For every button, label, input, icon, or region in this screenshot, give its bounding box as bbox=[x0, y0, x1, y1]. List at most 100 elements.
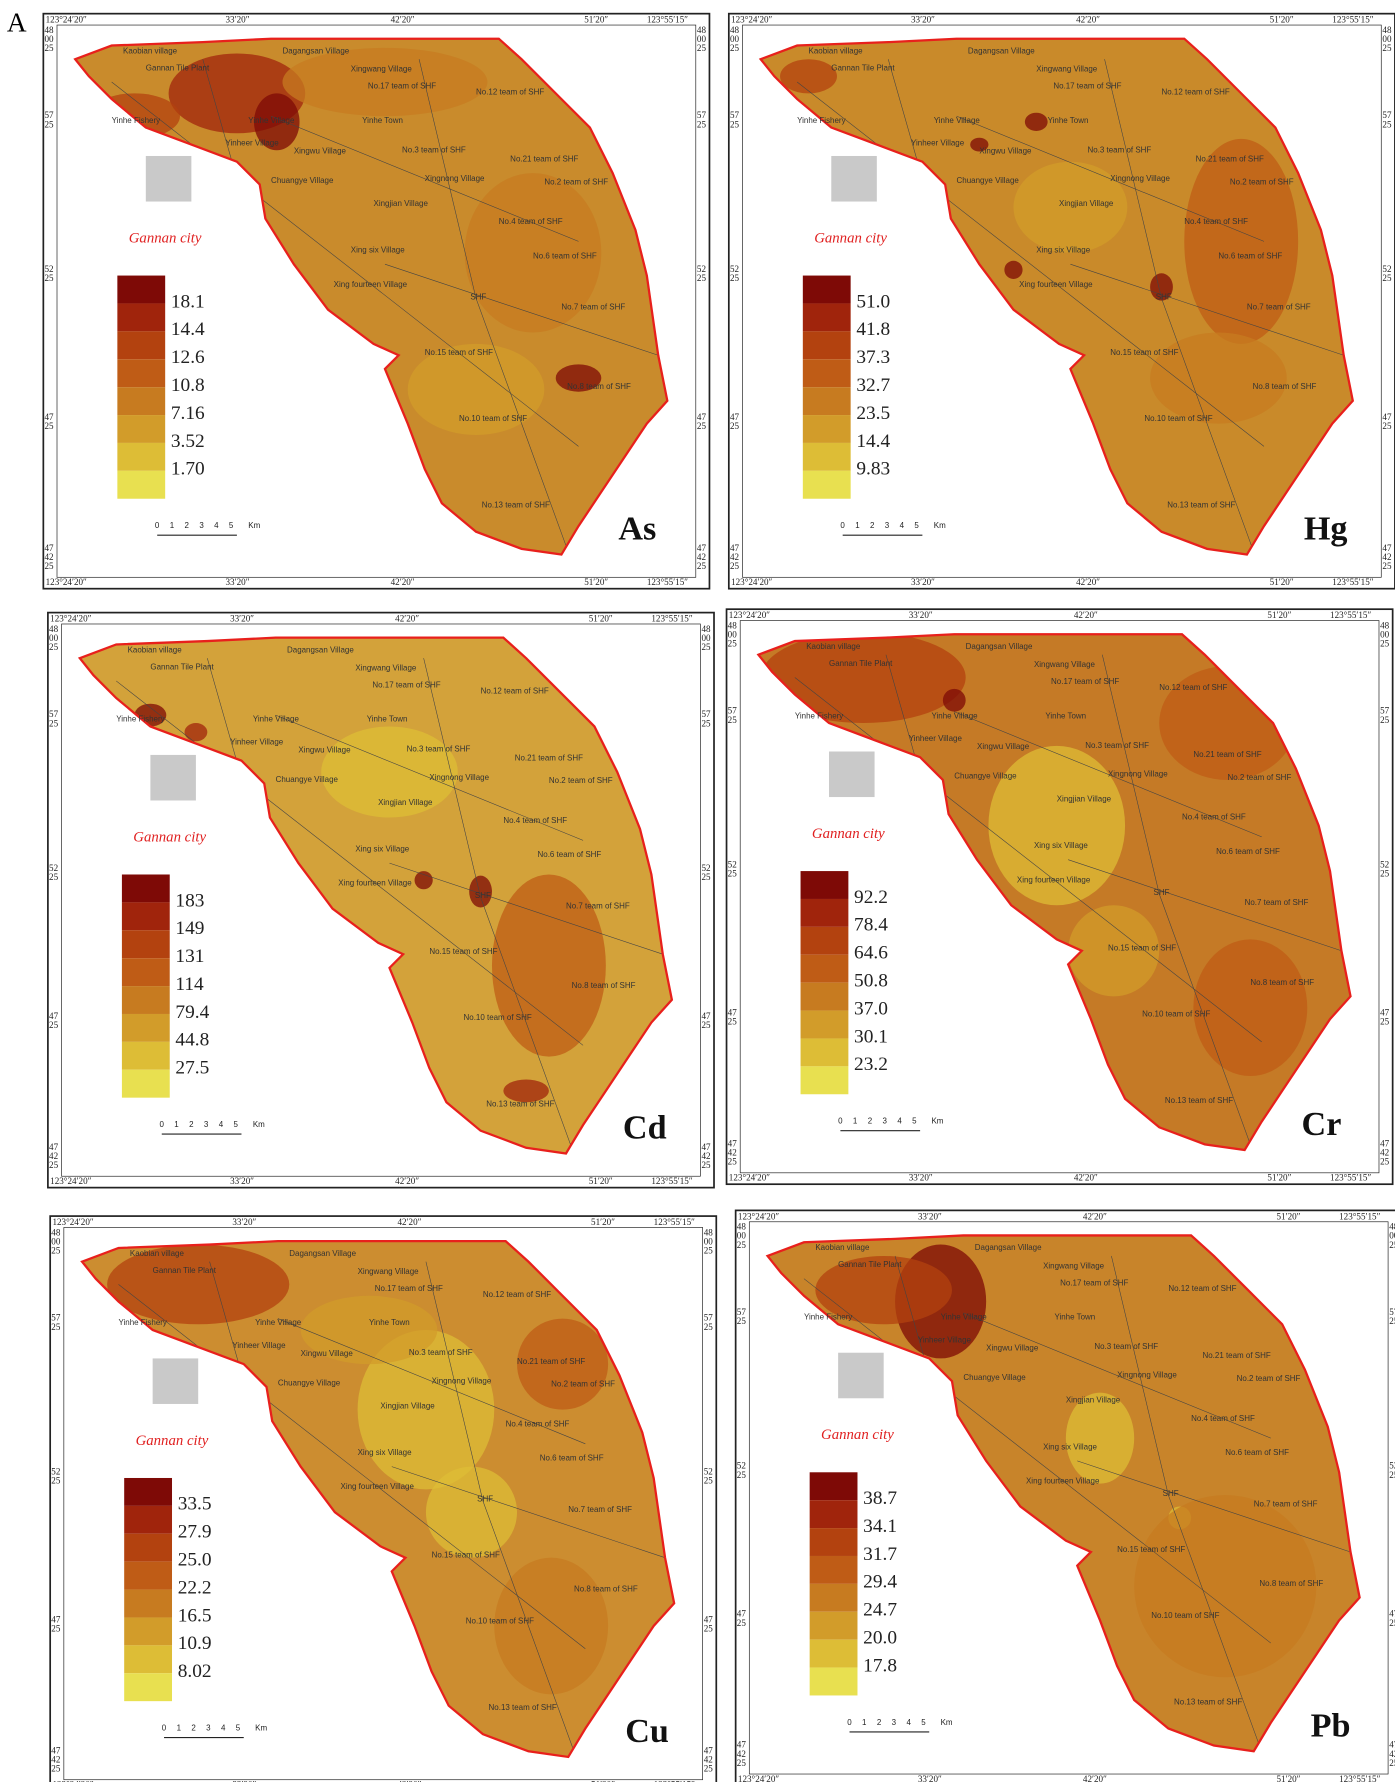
place-label: Yinhe Fishery bbox=[118, 1318, 166, 1327]
legend-swatch bbox=[117, 470, 166, 499]
place-label: Chuangye Village bbox=[271, 176, 334, 185]
scale-label: 0 bbox=[155, 521, 160, 530]
place-label: No.8 team of SHF bbox=[574, 1585, 638, 1594]
scale-label: 1 bbox=[177, 1724, 182, 1733]
coord-top: 123°24′20″ bbox=[738, 1211, 779, 1221]
place-label: Xing six Village bbox=[358, 1448, 412, 1457]
place-label: No.15 team of SHF bbox=[429, 947, 497, 956]
scale-label: 4 bbox=[906, 1718, 911, 1727]
place-label: Kaobian village bbox=[806, 642, 861, 651]
concentration-zone bbox=[1065, 1392, 1135, 1484]
legend-label: 29.4 bbox=[863, 1572, 897, 1593]
coord-left: 52 bbox=[51, 1466, 61, 1476]
coord-bottom: 51′20″ bbox=[1277, 1774, 1301, 1782]
scale-label: 0 bbox=[847, 1718, 852, 1727]
place-label: No.6 team of SHF bbox=[533, 251, 597, 260]
map-panel: Kaobian village Gannan Tile Plant Dagangsa… bbox=[47, 611, 715, 1189]
place-label: Yinhe Town bbox=[1054, 1313, 1095, 1322]
place-label: Xingnong Village bbox=[425, 174, 485, 183]
legend-swatch bbox=[800, 898, 849, 927]
scale-label: 1 bbox=[174, 1120, 179, 1129]
legend-label: 31.7 bbox=[863, 1544, 897, 1565]
place-label: No.15 team of SHF bbox=[1108, 944, 1176, 953]
place-label: Kaobian village bbox=[815, 1243, 870, 1252]
place-label: Xingwu Village bbox=[294, 147, 347, 156]
place-label: No.4 team of SHF bbox=[1184, 217, 1248, 226]
place-label: Xingnong Village bbox=[432, 1376, 492, 1385]
place-label: No.13 team of SHF bbox=[1165, 1096, 1233, 1105]
concentration-zone bbox=[414, 871, 433, 890]
place-label: Xingjian Village bbox=[1066, 1396, 1121, 1405]
concentration-zone bbox=[253, 93, 300, 151]
legend-swatch bbox=[121, 986, 170, 1014]
coord-left: 25 bbox=[730, 119, 740, 129]
legend-swatch bbox=[802, 415, 851, 443]
scale-label: 3 bbox=[199, 521, 204, 530]
place-label: SHF bbox=[1156, 292, 1172, 301]
place-label: Xingnong Village bbox=[1110, 174, 1170, 183]
road bbox=[389, 862, 663, 955]
road bbox=[1068, 859, 1342, 952]
coord-right: 25 bbox=[1380, 715, 1390, 725]
concentration-zone bbox=[1013, 161, 1128, 253]
coord-left: 52 bbox=[49, 863, 59, 873]
place-label: Yinhe Village bbox=[255, 1318, 302, 1327]
concentration-zone bbox=[107, 1244, 290, 1325]
place-label: Xingnong Village bbox=[1108, 769, 1168, 778]
concentration-zone bbox=[1134, 1495, 1317, 1678]
study-area bbox=[75, 38, 668, 555]
coord-bottom: 42′20″ bbox=[391, 577, 415, 587]
scale-label: 2 bbox=[868, 1117, 873, 1126]
coord-right: 25 bbox=[1380, 1157, 1390, 1167]
coord-left: 47 bbox=[49, 1011, 59, 1021]
coord-left: 42 bbox=[49, 1151, 59, 1161]
concentration-zone bbox=[1068, 905, 1160, 997]
place-label: No.21 team of SHF bbox=[510, 155, 578, 164]
place-label: No.12 team of SHF bbox=[476, 87, 544, 96]
legend-swatch bbox=[802, 359, 851, 388]
place-label: No.7 team of SHF bbox=[1247, 303, 1311, 312]
legend-label: 30.1 bbox=[854, 1026, 888, 1047]
place-label: No.13 team of SHF bbox=[486, 1100, 554, 1109]
place-label: No.7 team of SHF bbox=[566, 901, 630, 910]
coord-left: 57 bbox=[49, 709, 59, 719]
coord-right: 57 bbox=[704, 1313, 714, 1323]
place-label: Yinheer Village bbox=[909, 734, 963, 743]
coord-top: 123°24′20″ bbox=[46, 15, 87, 25]
place-label: SHF bbox=[1163, 1489, 1179, 1498]
road bbox=[1104, 59, 1162, 299]
place-label: Xingwu Village bbox=[986, 1343, 1039, 1352]
place-label: Yinhe Village bbox=[248, 116, 295, 125]
legend-label: 131 bbox=[175, 946, 204, 967]
coord-right: 25 bbox=[697, 119, 707, 129]
legend-label: 18.1 bbox=[171, 291, 205, 312]
scale-label: Km bbox=[931, 1117, 943, 1126]
place-label: Gannan Tile Plant bbox=[838, 1260, 902, 1269]
scale-label: Km bbox=[255, 1724, 267, 1733]
legend-swatch bbox=[800, 1010, 849, 1039]
concentration-zone bbox=[357, 1329, 495, 1490]
coord-left: 25 bbox=[49, 872, 59, 882]
place-label: Xingwang Village bbox=[1034, 660, 1096, 669]
place-label: Yinhe Town bbox=[1045, 711, 1086, 720]
coord-right: 25 bbox=[1389, 1470, 1395, 1480]
scale-label: 0 bbox=[838, 1117, 843, 1126]
coord-left: 25 bbox=[728, 869, 738, 879]
scale-label: 4 bbox=[214, 521, 219, 530]
place-label: Yinhe Village bbox=[931, 711, 978, 720]
legend-label: 33.5 bbox=[178, 1494, 212, 1515]
element-label: As bbox=[618, 511, 656, 548]
city-label: Gannan city bbox=[136, 1433, 209, 1449]
place-label: SHF bbox=[475, 891, 491, 900]
coord-left: 25 bbox=[49, 642, 59, 652]
legend-swatch bbox=[124, 1561, 173, 1590]
place-label: Xingjian Village bbox=[380, 1401, 435, 1410]
place-label: Yinhe Fishery bbox=[795, 711, 843, 720]
place-label: No.4 team of SHF bbox=[1191, 1414, 1255, 1423]
concentration-zone bbox=[184, 723, 208, 742]
place-label: Kaobian village bbox=[128, 645, 183, 654]
coord-right: 47 bbox=[704, 1614, 714, 1624]
place-label: Xingjian Village bbox=[1057, 794, 1112, 803]
legend-swatch bbox=[121, 930, 170, 959]
place-label: Yinheer Village bbox=[230, 738, 284, 747]
